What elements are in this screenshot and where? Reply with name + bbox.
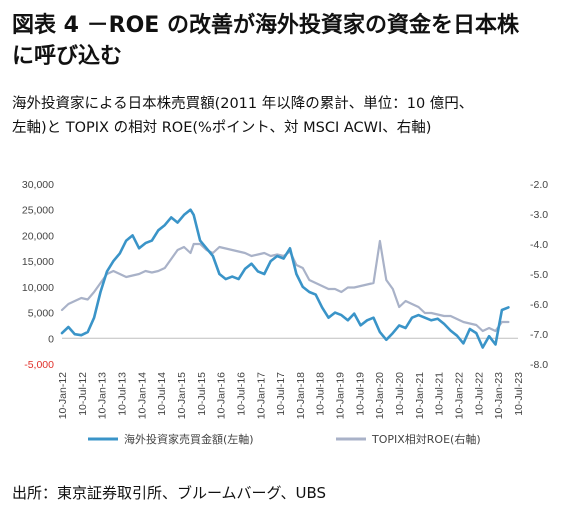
- legend: 海外投資家売買金額(左軸) TOPIX相対ROE(右軸): [88, 432, 481, 446]
- source-note: 出所：東京証券取引所、ブルームバーグ、UBS: [12, 484, 327, 502]
- x-tick-label: 10-Jan-19: [335, 372, 347, 419]
- x-tick-label: 10-Jul-20: [394, 372, 406, 416]
- x-tick-label: 10-Jul-23: [513, 372, 525, 416]
- x-tick-label: 10-Jan-20: [374, 372, 386, 419]
- y-left-tick-label: 30,000: [22, 179, 54, 191]
- line-chart: 30,000 25,000 20,000 15,000 10,000 5,000 0 -5,0…: [22, 179, 548, 446]
- x-tick-label: 10-Jul-17: [275, 372, 287, 416]
- figure-subtitle: 海外投資家による日本株売買額(2011 年以降の累計、単位：10 億円、 左軸)…: [12, 92, 574, 140]
- x-tick-label: 10-Jul-15: [196, 372, 208, 416]
- x-tick-label: 10-Jul-21: [434, 372, 446, 416]
- x-tick-label: 10-Jan-17: [255, 372, 267, 419]
- x-tick-label: 10-Jul-14: [156, 372, 168, 416]
- x-tick-label: 10-Jan-13: [97, 372, 109, 419]
- y-right-tick-label: -6.0: [530, 299, 548, 311]
- y-right-tick-label: -2.0: [530, 179, 548, 191]
- x-tick-label: 10-Jan-15: [176, 372, 188, 419]
- x-tick-label: 10-Jul-22: [473, 372, 485, 416]
- x-tick-label: 10-Jan-14: [136, 372, 148, 419]
- x-tick-label: 10-Jul-16: [235, 372, 247, 416]
- y-right-tick-label: -4.0: [530, 239, 548, 251]
- y-left-tick-label: 20,000: [22, 230, 54, 242]
- y-left-tick-label: 0: [48, 333, 54, 345]
- y-right-tick-label: -3.0: [530, 209, 548, 221]
- series-line-left: [60, 208, 510, 349]
- y-left-tick-label: -5,000: [24, 359, 54, 371]
- figure-title: 図表 4 －ROE の改善が海外投資家の資金を日本株 に呼び込む: [12, 10, 572, 72]
- legend-label-right: TOPIX相対ROE(右軸): [371, 432, 481, 446]
- series-line-right: [60, 239, 510, 333]
- x-tick-label: 10-Jan-22: [454, 372, 466, 419]
- figure-subtitle-line2: 左軸)と TOPIX の相対 ROE(%ポイント、対 MSCI ACWI、右軸): [12, 120, 432, 136]
- y-left-tick-label: 25,000: [22, 205, 54, 217]
- x-axis: 10-Jan-12 10-Jul-12 10-Jan-13 10-Jul-13 10-J…: [57, 337, 525, 419]
- x-tick-label: 10-Jan-18: [295, 372, 307, 419]
- x-tick-label: 10-Jul-12: [77, 372, 89, 416]
- y-right-tick-label: -5.0: [530, 269, 548, 281]
- x-tick-label: 10-Jan-23: [493, 372, 505, 419]
- y-left-tick-label: 10,000: [22, 282, 54, 294]
- x-tick-label: 10-Jul-13: [116, 372, 128, 416]
- figure-title-line2: に呼び込む: [12, 44, 123, 69]
- x-tick-label: 10-Jul-18: [315, 372, 327, 416]
- y-left-tick-label: 15,000: [22, 256, 54, 268]
- x-tick-label: 10-Jul-19: [354, 372, 366, 416]
- y-axis-left: 30,000 25,000 20,000 15,000 10,000 5,000 0 -5,0…: [22, 179, 54, 371]
- y-right-tick-label: -8.0: [530, 359, 548, 371]
- y-left-tick-label: 5,000: [28, 308, 54, 320]
- figure-title-line1: 図表 4 －ROE の改善が海外投資家の資金を日本株: [12, 13, 519, 38]
- y-axis-right: -2.0 -3.0 -4.0 -5.0 -6.0 -7.0 -8.0: [530, 179, 548, 371]
- x-tick-label: 10-Jan-21: [414, 372, 426, 419]
- series-layer: [60, 208, 510, 349]
- x-tick-label: 10-Jan-12: [57, 372, 69, 419]
- y-right-tick-label: -7.0: [530, 329, 548, 341]
- figure-subtitle-line1: 海外投資家による日本株売買額(2011 年以降の累計、単位：10 億円、: [12, 96, 474, 112]
- x-tick-label: 10-Jan-16: [216, 372, 228, 419]
- legend-label-left: 海外投資家売買金額(左軸): [124, 432, 254, 446]
